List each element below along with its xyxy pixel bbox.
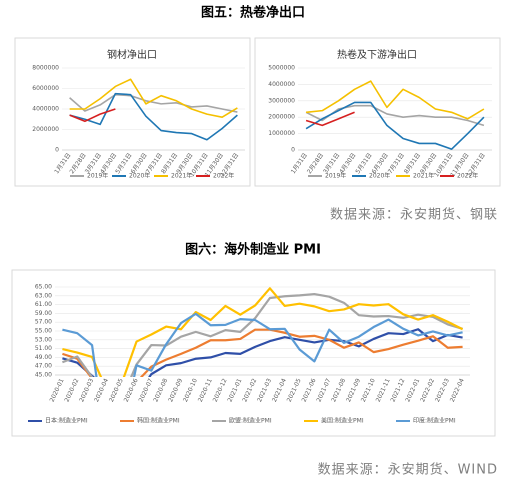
legend-label: 韩国:制造业PMI: [137, 417, 180, 425]
y-tick-label: 1000000: [268, 130, 295, 137]
y-tick-label: 65.00: [35, 284, 52, 291]
series-line: [62, 287, 464, 377]
series-line: [305, 104, 485, 127]
legend-label: 美国:制造业PMI: [321, 417, 364, 425]
series-line: [69, 93, 238, 113]
y-tick-label: 53.00: [35, 336, 52, 343]
source-note: 数据来源：永安期货、钢联: [330, 207, 498, 223]
y-tick-label: 0: [55, 147, 59, 154]
legend-label: 欧盟:制造业PMI: [229, 417, 272, 425]
y-tick-label: 55.00: [35, 328, 52, 335]
y-tick-label: 3000000: [268, 97, 295, 104]
y-tick-label: 5000000: [268, 65, 295, 72]
y-tick-label: 0: [291, 147, 295, 154]
y-tick-label: 4000000: [32, 106, 59, 113]
y-tick-label: 63.00: [35, 292, 52, 299]
legend-label: 2021年: [171, 172, 192, 180]
y-tick-label: 6000000: [32, 85, 59, 92]
y-tick-label: 57.00: [35, 319, 52, 326]
legend-label: 印度:制造业PMI: [413, 417, 456, 425]
y-tick-label: 61.00: [35, 301, 52, 308]
series-line: [305, 80, 485, 120]
legend-label: 2021年: [413, 172, 434, 180]
chart-title: 热卷及下游净出口: [337, 48, 417, 61]
legend-label: 2020年: [369, 172, 390, 180]
figure-title: 图六：海外制造业 PMI: [185, 242, 321, 258]
y-tick-label: 47.00: [35, 363, 52, 370]
legend-label: 2022年: [213, 172, 234, 180]
y-tick-label: 59.00: [35, 310, 52, 317]
series-line: [69, 108, 116, 123]
y-tick-label: 2000000: [32, 126, 59, 133]
legend-label: 2019年: [325, 172, 346, 180]
chart-frame: [14, 37, 251, 187]
series-line: [69, 78, 238, 118]
series-line: [305, 101, 485, 150]
y-tick-label: 4000000: [268, 81, 295, 88]
legend-label: 2019年: [87, 172, 108, 180]
series-line: [62, 328, 463, 377]
y-tick-label: 8000000: [32, 65, 59, 72]
chart-frame: [11, 269, 496, 437]
y-tick-label: 2000000: [268, 114, 295, 121]
figure-title: 图五：热卷净出口: [201, 5, 305, 21]
legend-label: 2022年: [457, 172, 478, 180]
legend-label: 2020年: [129, 172, 150, 180]
series-line: [69, 92, 238, 141]
y-tick-label: 45.00: [35, 372, 52, 379]
legend-label: 日本:制造业PMI: [45, 417, 88, 425]
series-line: [62, 328, 463, 377]
source-note: 数据来源：永安期货、WIND: [318, 462, 498, 478]
series-line: [62, 292, 463, 377]
y-tick-label: 49.00: [35, 354, 52, 361]
series-line: [62, 312, 463, 377]
series-line: [305, 111, 355, 127]
chart-title: 钢材净出口: [107, 48, 157, 61]
y-tick-label: 51.00: [35, 345, 52, 352]
